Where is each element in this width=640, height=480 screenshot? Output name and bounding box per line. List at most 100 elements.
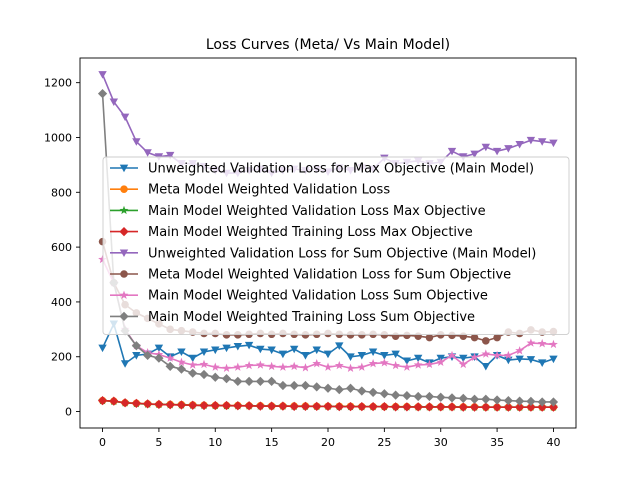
series-4-point (165, 400, 175, 410)
y-tick-label: 1200 (44, 77, 72, 90)
series-1-point (222, 344, 231, 353)
legend-label: Main Model Weighted Validation Loss Max … (148, 204, 486, 219)
series-4-point (334, 402, 344, 412)
series-1-point (481, 362, 491, 371)
series-5-point (481, 143, 491, 152)
series-7-point (312, 358, 322, 368)
series-7-point (481, 349, 491, 358)
series-7-point (177, 357, 186, 366)
series-8-point (515, 396, 525, 406)
legend-label: Meta Model Weighted Validation Loss for … (148, 268, 511, 283)
legend-swatch-marker (119, 205, 129, 215)
series-4 (97, 395, 559, 412)
x-tick-label: 40 (546, 436, 560, 449)
series-7-point (549, 339, 558, 349)
series-6-point (470, 333, 479, 342)
series-8-point (548, 397, 559, 407)
series-1-point (120, 360, 130, 368)
series-4-point (97, 395, 108, 406)
series-1-point (132, 352, 141, 360)
x-tick-label: 0 (99, 436, 106, 449)
series-5-point (143, 149, 152, 157)
legend-entry: Meta Model Weighted Validation Loss (110, 183, 390, 198)
series-6-point (425, 333, 434, 342)
series-7-point (526, 338, 536, 347)
x-tick-label: 15 (265, 436, 279, 449)
series-8-point (312, 382, 322, 392)
series-7-point (503, 350, 513, 360)
series-5-point (504, 145, 513, 153)
legend-entry: Main Model Weighted Training Loss Max Ob… (110, 225, 473, 240)
series-1-point (188, 354, 197, 363)
series-8-point (526, 396, 536, 407)
series-4-point (402, 402, 412, 412)
series-7-point (165, 353, 175, 362)
y-tick-label: 400 (51, 296, 72, 309)
series-1-point (244, 341, 254, 350)
series-7-point (425, 359, 434, 369)
series-8-point (334, 385, 344, 395)
series-8 (97, 89, 559, 407)
x-tick-label: 5 (155, 436, 162, 449)
series-4-point (109, 396, 119, 406)
series-8-point (424, 391, 435, 402)
x-tick-label: 30 (434, 436, 448, 449)
series-7-point (379, 358, 389, 367)
series-5-point (537, 138, 547, 146)
series-1-point (154, 344, 164, 353)
series-5-point (470, 150, 479, 159)
series-1-point (346, 353, 355, 361)
series-4-point (131, 398, 141, 408)
series-4-point (515, 402, 525, 412)
series-4-point (481, 402, 491, 412)
series-7-point (413, 360, 423, 369)
series-4-point (469, 402, 480, 412)
y-tick-label: 200 (51, 351, 72, 364)
series-1-point (278, 350, 288, 359)
series-4-point (503, 402, 513, 412)
series-5-point (165, 151, 175, 160)
series-7-point (244, 360, 254, 370)
series-4-point (120, 398, 130, 408)
series-4-point (368, 402, 378, 412)
series-7-point (278, 362, 288, 371)
series-4-point (391, 402, 401, 412)
series-4-point (537, 402, 547, 412)
y-tick-label: 800 (51, 186, 72, 199)
series-4-point (413, 402, 423, 412)
series-7-point (402, 362, 412, 371)
series-1-point (199, 348, 209, 357)
series-8-point (492, 395, 502, 405)
series-8-point (97, 89, 108, 99)
series-7-point (515, 346, 525, 355)
legend-label: Meta Model Weighted Validation Loss (148, 183, 390, 198)
x-tick-label: 20 (321, 436, 335, 449)
legend-swatch-marker (120, 270, 128, 278)
series-4-point (323, 401, 333, 411)
x-tick-label: 35 (490, 436, 504, 449)
series-7-point (255, 360, 265, 369)
series-1-point (368, 348, 378, 357)
series-1-point (391, 350, 400, 359)
legend-swatch-marker (119, 226, 129, 237)
series-8-point (165, 361, 175, 371)
series-8-point (176, 364, 187, 374)
series-5-point (447, 147, 457, 156)
series-1-point (413, 354, 423, 363)
series-7-point (458, 359, 468, 369)
series-5-point (132, 138, 141, 146)
series-5-point (120, 113, 130, 122)
series-1-point (515, 355, 524, 364)
series-5-point (515, 140, 524, 149)
series-8-point (233, 376, 243, 387)
series-4-point (154, 399, 164, 410)
series-1-point (267, 346, 276, 355)
series-8-point (131, 341, 141, 351)
series-5-point (98, 71, 107, 79)
series-8-point (436, 392, 446, 402)
series-8-point (447, 393, 457, 403)
series-4-point (143, 399, 153, 409)
series-1-point (211, 346, 220, 355)
series-8-point (402, 391, 412, 401)
